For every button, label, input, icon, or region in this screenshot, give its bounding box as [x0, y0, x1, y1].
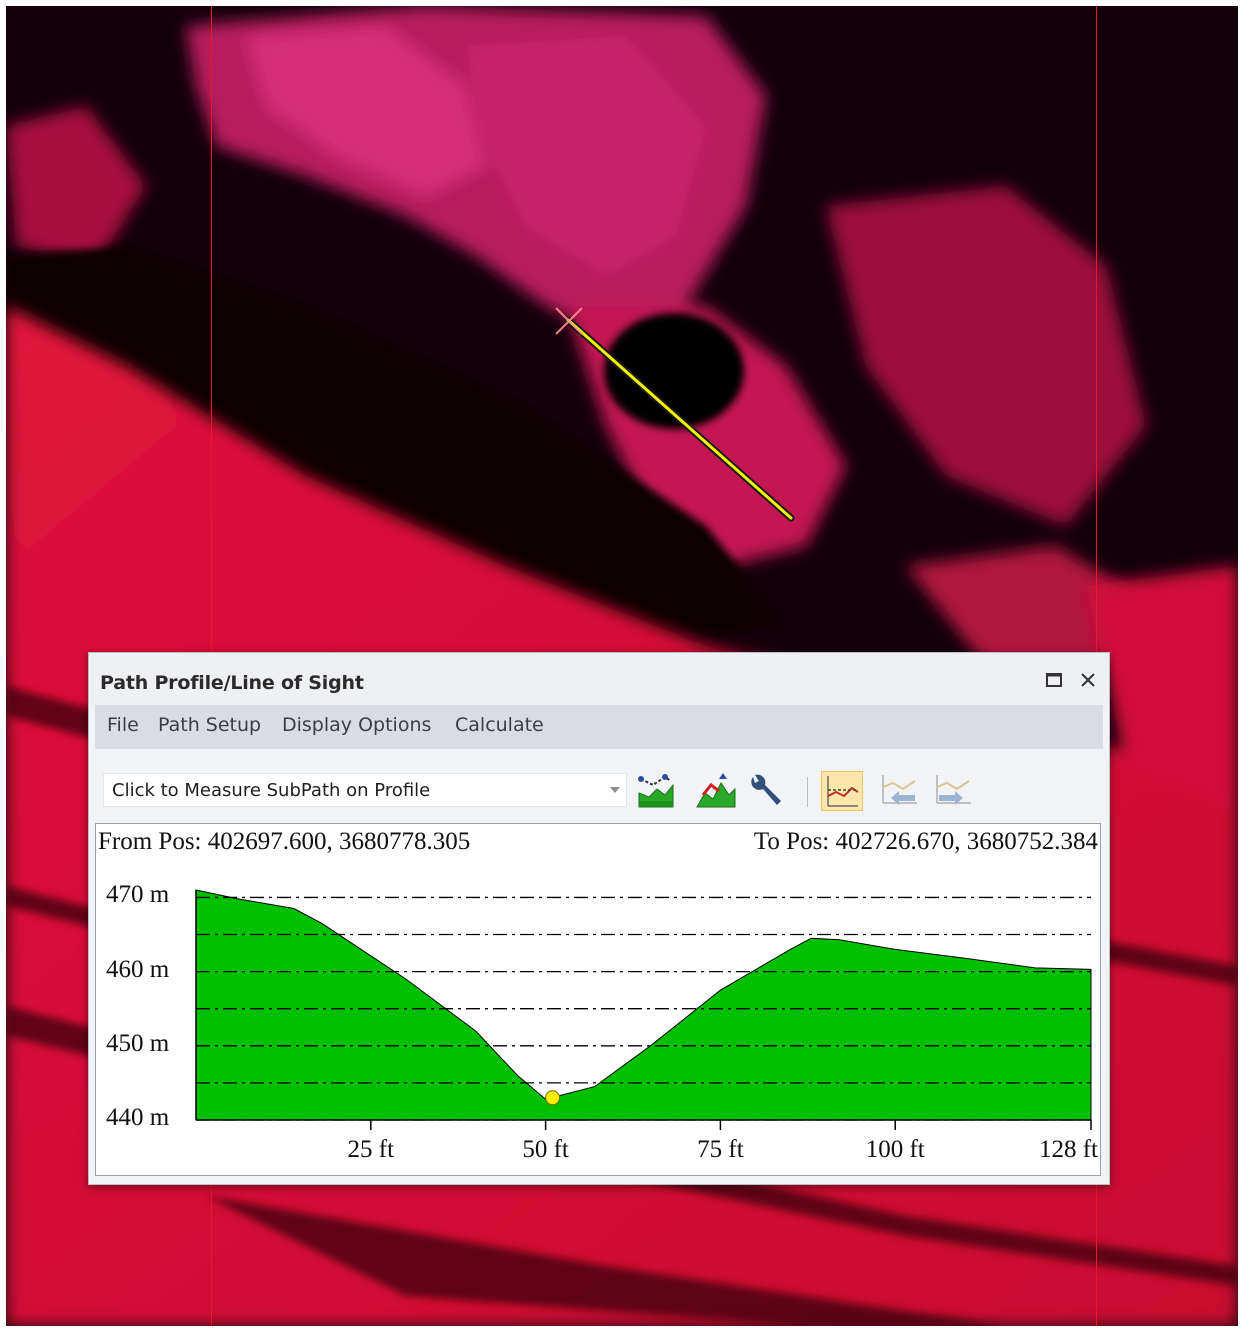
close-icon[interactable]: [1075, 667, 1101, 693]
x-tick-label: 100 ft: [865, 1136, 925, 1163]
profile-plot: [195, 889, 1092, 1130]
menu-calculate[interactable]: Calculate: [455, 714, 544, 736]
menu-bar: File Path Setup Display Options Calculat…: [95, 705, 1103, 749]
y-tick-label: 450 m: [106, 1029, 170, 1057]
measure-mode-value: Click to Measure SubPath on Profile: [112, 780, 431, 801]
y-tick-label: 440 m: [106, 1104, 170, 1131]
x-tick-label: 25 ft: [347, 1136, 395, 1163]
menu-path-setup[interactable]: Path Setup: [158, 714, 262, 736]
window-titlebar[interactable]: Path Profile/Line of Sight: [89, 653, 1109, 705]
next-path-icon[interactable]: [933, 771, 975, 811]
to-position-label: To Pos: 402726.670, 3680752.384: [753, 828, 1098, 855]
toolbar-separator: [807, 777, 808, 807]
y-tick-label: 470 m: [106, 881, 170, 909]
measure-profile-icon[interactable]: [635, 771, 677, 811]
x-tick-label: 75 ft: [697, 1136, 744, 1163]
chevron-down-icon[interactable]: [604, 774, 626, 806]
settings-wrench-icon[interactable]: [745, 771, 787, 811]
line-of-sight-icon[interactable]: [821, 771, 863, 811]
y-tick-label: 460 m: [106, 955, 170, 983]
path-profile-window: Path Profile/Line of Sight File Path Set…: [88, 652, 1110, 1185]
profile-marker: [545, 1090, 561, 1106]
measure-mode-select[interactable]: Click to Measure SubPath on Profile: [103, 773, 627, 807]
terrain-area: [195, 889, 1092, 1121]
previous-path-icon[interactable]: [879, 771, 921, 811]
profile-chart[interactable]: From Pos: 402697.600, 3680778.305 To Pos…: [95, 823, 1101, 1176]
x-tick-label: 50 ft: [522, 1136, 569, 1163]
menu-file[interactable]: File: [107, 714, 139, 736]
maximize-icon[interactable]: [1041, 667, 1067, 693]
toolbar: Click to Measure SubPath on Profile: [95, 759, 1103, 821]
from-position-label: From Pos: 402697.600, 3680778.305: [98, 828, 471, 855]
window-title: Path Profile/Line of Sight: [100, 672, 364, 694]
terrain-profile-icon[interactable]: [695, 771, 737, 811]
menu-display-options[interactable]: Display Options: [282, 714, 432, 736]
x-tick-label: 128 ft: [1038, 1136, 1098, 1163]
